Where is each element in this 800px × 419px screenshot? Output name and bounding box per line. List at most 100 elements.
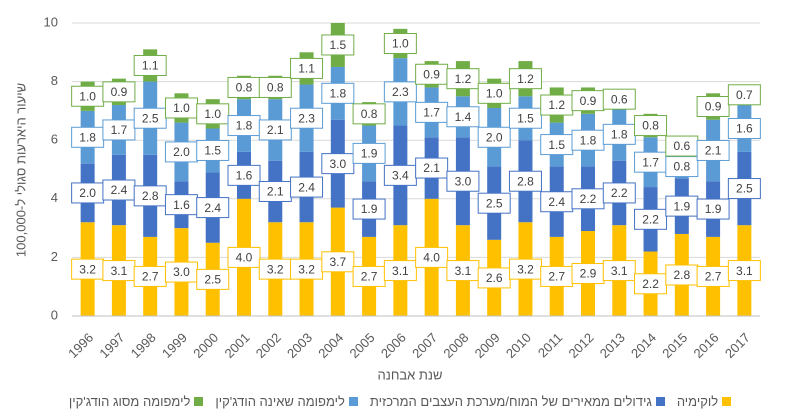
data-label-box xyxy=(415,246,449,268)
data-label: 2.8 xyxy=(673,268,690,282)
data-label: 2.5 xyxy=(142,111,159,125)
legend-item: לימפומה מסוג הודג'קין xyxy=(69,394,204,409)
data-label: 0.6 xyxy=(673,139,690,153)
x-tick-label: 1996 xyxy=(65,330,96,361)
legend-swatch xyxy=(722,397,732,406)
data-label: 2.4 xyxy=(298,180,315,194)
data-label-box xyxy=(290,107,324,129)
data-label: 0.9 xyxy=(111,85,128,99)
data-label: 2.7 xyxy=(705,270,722,284)
data-label: 1.2 xyxy=(548,98,565,112)
data-label: 2.5 xyxy=(486,196,503,210)
data-label-box xyxy=(634,208,668,230)
data-label: 1.0 xyxy=(173,101,190,115)
data-label: 1.6 xyxy=(236,169,253,183)
data-label-box xyxy=(477,192,511,214)
data-label-box xyxy=(102,81,136,103)
x-tick-label: 1999 xyxy=(159,330,190,361)
data-label: 2.2 xyxy=(642,212,659,226)
data-label: 3.1 xyxy=(455,264,472,278)
data-label-box xyxy=(196,197,230,219)
x-tick-label: 2015 xyxy=(659,330,690,361)
data-label: 1.7 xyxy=(642,155,659,169)
data-label: 0.6 xyxy=(611,92,628,106)
x-tick-label: 2013 xyxy=(597,330,628,361)
x-tick-label: 2014 xyxy=(628,330,659,361)
data-label-box xyxy=(634,115,668,137)
data-label: 1.6 xyxy=(173,198,190,212)
x-tick-label: 1998 xyxy=(128,330,159,361)
data-label: 3.1 xyxy=(392,264,409,278)
data-label: 3.1 xyxy=(111,264,128,278)
data-label-box xyxy=(321,34,355,56)
data-label: 1.8 xyxy=(236,119,253,133)
data-label-box xyxy=(508,107,542,129)
x-tick-label: 2000 xyxy=(190,330,221,361)
legend-label: לוקימיה xyxy=(676,394,719,409)
data-label-box xyxy=(696,139,730,161)
data-label-box xyxy=(727,260,761,282)
legend-swatch xyxy=(655,397,665,406)
legend-label: לימפומה מסוג הודג'קין xyxy=(68,394,191,409)
data-label: 2.1 xyxy=(423,161,440,175)
data-label: 3.2 xyxy=(267,262,284,276)
data-label: 0.8 xyxy=(673,160,690,174)
data-label: 2.2 xyxy=(580,192,597,206)
data-label: 0.9 xyxy=(580,94,597,108)
y-tick-label: 8 xyxy=(51,73,58,88)
data-label: 2.6 xyxy=(486,271,503,285)
x-tick-label: 2006 xyxy=(378,330,409,361)
data-label: 1.0 xyxy=(392,37,409,51)
x-tick-label: 2007 xyxy=(409,330,440,361)
data-label: 4.0 xyxy=(423,251,440,265)
data-label-box xyxy=(446,106,480,128)
x-axis-title: שנת אבחנה xyxy=(378,367,443,382)
data-label: 1.7 xyxy=(111,123,128,137)
data-label: 1.1 xyxy=(298,62,315,76)
data-label: 2.0 xyxy=(173,145,190,159)
x-tick-label: 2002 xyxy=(253,330,284,361)
data-label: 1.6 xyxy=(736,122,753,136)
data-label: 1.9 xyxy=(361,147,378,161)
data-label: 2.0 xyxy=(486,130,503,144)
data-label: 0.9 xyxy=(705,100,722,114)
data-label-box xyxy=(477,82,511,104)
data-label-box xyxy=(102,119,136,141)
data-label-box xyxy=(290,176,324,198)
x-tick-label: 2008 xyxy=(440,330,471,361)
x-tick-label: 2016 xyxy=(691,330,722,361)
data-label: 1.0 xyxy=(486,86,503,100)
data-label-box xyxy=(227,164,261,186)
data-label-box xyxy=(727,117,761,139)
chart: שיעור היארעות סגולי ל-100,000 שנת אבחנה … xyxy=(13,14,761,382)
data-label: 1.0 xyxy=(79,89,96,103)
data-label: 0.8 xyxy=(267,81,284,95)
data-label: 1.1 xyxy=(142,59,159,73)
data-label: 1.9 xyxy=(361,202,378,216)
data-label-box xyxy=(321,251,355,273)
x-tick-label: 2012 xyxy=(565,330,596,361)
data-label: 3.1 xyxy=(736,264,753,278)
data-label-box xyxy=(133,54,167,76)
data-label-box xyxy=(696,96,730,118)
data-label-box xyxy=(290,57,324,79)
data-label: 3.7 xyxy=(329,255,346,269)
data-label: 2.8 xyxy=(517,174,534,188)
legend-swatch xyxy=(348,397,358,406)
data-label-box xyxy=(383,260,417,282)
x-tick-label: 2009 xyxy=(472,330,503,361)
data-label: 0.8 xyxy=(236,81,253,95)
data-label-box xyxy=(383,81,417,103)
legend-item: לימפומה שאינה הודג'קין xyxy=(215,394,358,409)
data-label: 1.8 xyxy=(611,128,628,142)
data-label: 0.7 xyxy=(736,88,753,102)
data-label: 2.0 xyxy=(79,186,96,200)
data-label-box xyxy=(727,84,761,106)
data-label: 2.3 xyxy=(298,111,315,125)
data-label-box xyxy=(383,33,417,55)
data-label: 2.1 xyxy=(267,185,284,199)
data-label: 3.0 xyxy=(329,157,346,171)
data-label-box xyxy=(665,156,699,178)
data-label-box xyxy=(196,139,230,161)
